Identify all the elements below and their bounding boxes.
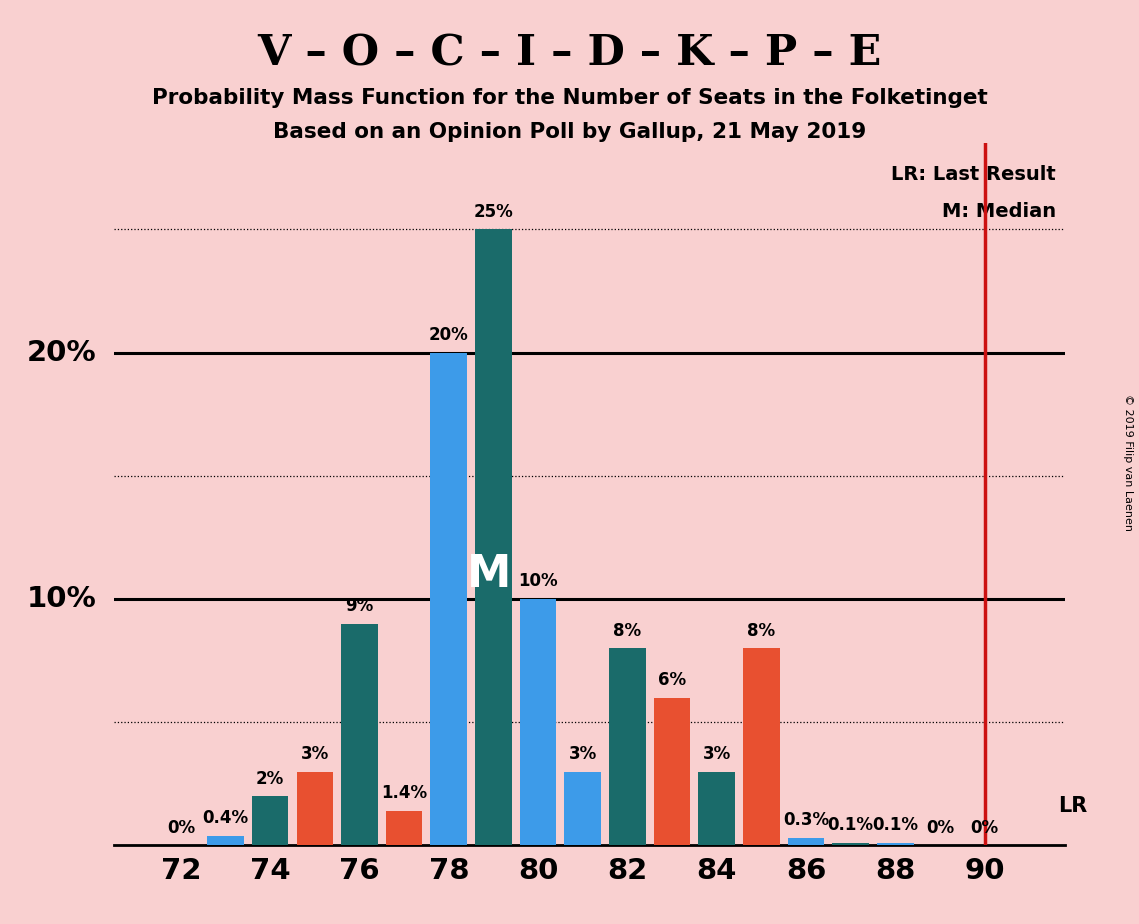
Bar: [431, 353, 467, 845]
Text: 0%: 0%: [166, 819, 195, 837]
Text: 0.4%: 0.4%: [203, 809, 248, 827]
Bar: [252, 796, 288, 845]
Bar: [519, 599, 556, 845]
Text: 0%: 0%: [970, 819, 999, 837]
Bar: [833, 843, 869, 845]
Bar: [698, 772, 735, 845]
Text: V – O – C – I – D – K – P – E: V – O – C – I – D – K – P – E: [257, 32, 882, 74]
Text: 9%: 9%: [345, 597, 374, 615]
Text: © 2019 Filip van Laenen: © 2019 Filip van Laenen: [1123, 394, 1132, 530]
Text: 2%: 2%: [256, 770, 285, 787]
Text: 20%: 20%: [429, 326, 468, 344]
Text: 3%: 3%: [568, 745, 597, 763]
Text: LR: LR: [1058, 796, 1088, 816]
Text: 10%: 10%: [518, 573, 558, 590]
Bar: [788, 838, 825, 845]
Text: 20%: 20%: [26, 339, 96, 367]
Text: 8%: 8%: [613, 622, 641, 639]
Bar: [386, 811, 423, 845]
Text: 0%: 0%: [926, 819, 954, 837]
Text: 0.1%: 0.1%: [828, 817, 874, 834]
Text: 0.3%: 0.3%: [782, 811, 829, 830]
Text: 0.1%: 0.1%: [872, 817, 918, 834]
Text: 3%: 3%: [301, 745, 329, 763]
Text: 25%: 25%: [474, 203, 514, 221]
Text: M: Median: M: Median: [942, 202, 1056, 222]
Text: 8%: 8%: [747, 622, 776, 639]
Bar: [609, 649, 646, 845]
Bar: [743, 649, 780, 845]
Text: 6%: 6%: [658, 671, 686, 689]
Bar: [654, 698, 690, 845]
Bar: [207, 835, 244, 845]
Text: 3%: 3%: [703, 745, 731, 763]
Text: 10%: 10%: [26, 585, 96, 613]
Bar: [475, 229, 511, 845]
Text: M: M: [467, 553, 511, 596]
Text: Based on an Opinion Poll by Gallup, 21 May 2019: Based on an Opinion Poll by Gallup, 21 M…: [273, 122, 866, 142]
Text: LR: Last Result: LR: Last Result: [892, 165, 1056, 185]
Bar: [342, 624, 378, 845]
Text: 1.4%: 1.4%: [382, 784, 427, 802]
Text: Probability Mass Function for the Number of Seats in the Folketinget: Probability Mass Function for the Number…: [151, 88, 988, 108]
Bar: [877, 843, 913, 845]
Bar: [296, 772, 333, 845]
Bar: [565, 772, 601, 845]
